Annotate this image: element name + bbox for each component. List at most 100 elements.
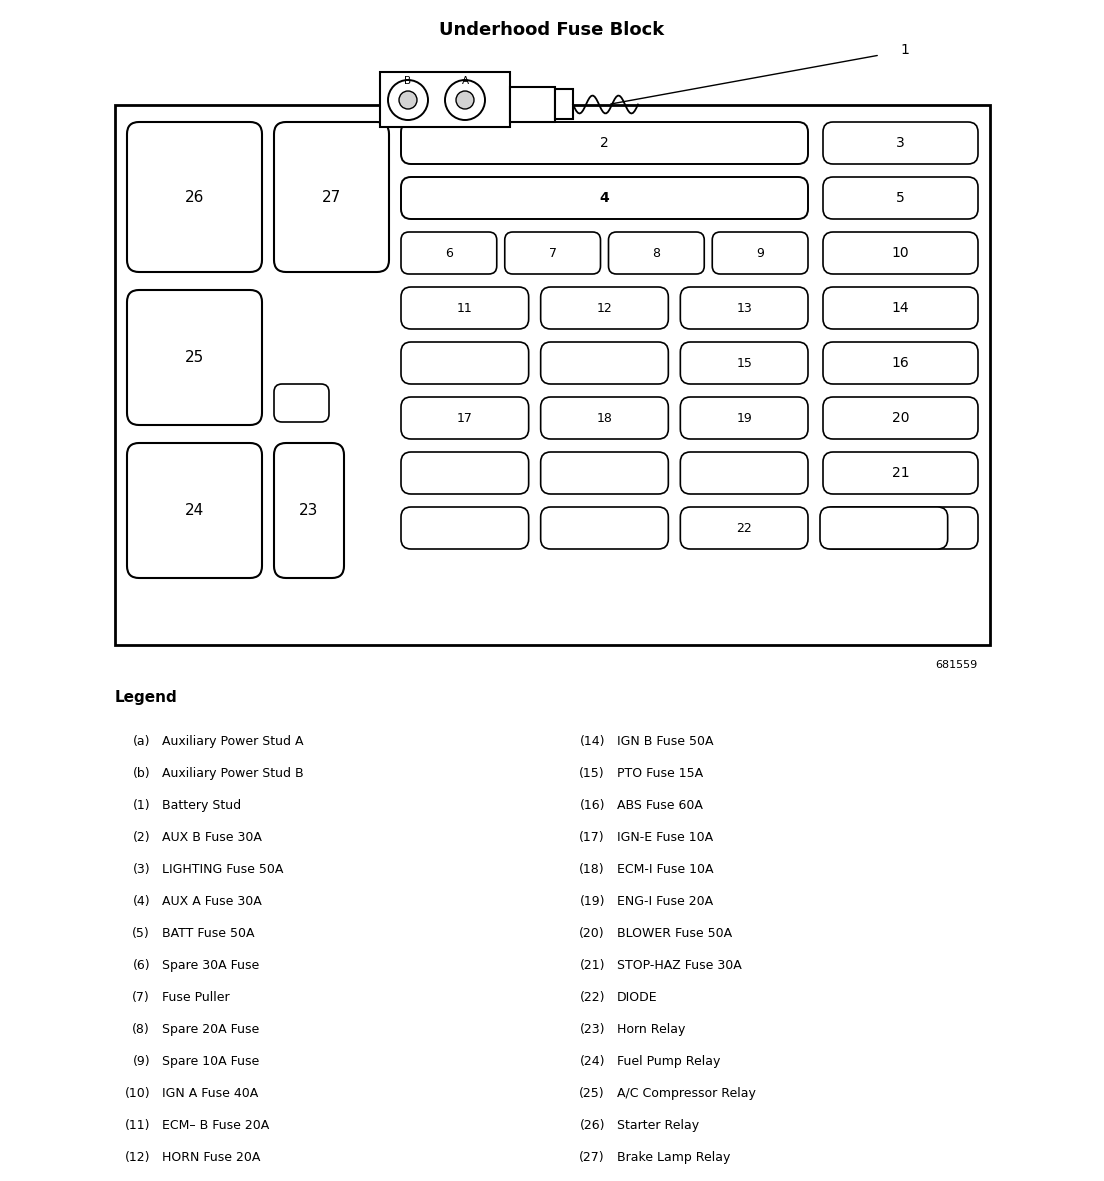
Text: 6: 6 bbox=[445, 247, 453, 260]
Text: Battery Stud: Battery Stud bbox=[162, 800, 241, 813]
Text: STOP-HAZ Fuse 30A: STOP-HAZ Fuse 30A bbox=[617, 959, 742, 972]
Text: (7): (7) bbox=[132, 991, 150, 1004]
Text: (a): (a) bbox=[132, 735, 150, 748]
Text: (4): (4) bbox=[132, 895, 150, 908]
Text: 24: 24 bbox=[184, 503, 204, 518]
FancyBboxPatch shape bbox=[401, 342, 529, 384]
Circle shape bbox=[445, 80, 485, 120]
FancyBboxPatch shape bbox=[541, 507, 668, 549]
FancyBboxPatch shape bbox=[274, 384, 329, 422]
Text: 25: 25 bbox=[184, 350, 204, 365]
Text: IGN A Fuse 40A: IGN A Fuse 40A bbox=[162, 1087, 258, 1100]
FancyBboxPatch shape bbox=[401, 231, 497, 274]
Text: (19): (19) bbox=[580, 895, 605, 908]
FancyBboxPatch shape bbox=[274, 122, 389, 272]
Text: 18: 18 bbox=[596, 411, 613, 424]
FancyBboxPatch shape bbox=[680, 397, 808, 439]
FancyBboxPatch shape bbox=[127, 122, 262, 272]
Text: AUX B Fuse 30A: AUX B Fuse 30A bbox=[162, 831, 262, 844]
Text: (b): (b) bbox=[132, 766, 150, 779]
Text: (8): (8) bbox=[132, 1023, 150, 1036]
FancyBboxPatch shape bbox=[274, 443, 344, 578]
Text: ECM– B Fuse 20A: ECM– B Fuse 20A bbox=[162, 1120, 269, 1133]
Text: 5: 5 bbox=[896, 191, 905, 205]
Text: BLOWER Fuse 50A: BLOWER Fuse 50A bbox=[617, 927, 732, 940]
Text: 10: 10 bbox=[892, 246, 910, 260]
Text: Spare 30A Fuse: Spare 30A Fuse bbox=[162, 959, 259, 972]
Text: (18): (18) bbox=[580, 863, 605, 876]
Text: 1: 1 bbox=[901, 43, 910, 57]
Text: Legend: Legend bbox=[115, 690, 178, 705]
Text: (15): (15) bbox=[580, 766, 605, 779]
FancyBboxPatch shape bbox=[541, 397, 668, 439]
Text: 8: 8 bbox=[652, 247, 660, 260]
FancyBboxPatch shape bbox=[680, 507, 808, 549]
Text: (14): (14) bbox=[580, 735, 605, 748]
FancyBboxPatch shape bbox=[127, 291, 262, 425]
Text: PTO Fuse 15A: PTO Fuse 15A bbox=[617, 766, 703, 779]
FancyBboxPatch shape bbox=[712, 231, 808, 274]
Text: (16): (16) bbox=[580, 800, 605, 813]
Text: (3): (3) bbox=[132, 863, 150, 876]
Text: Auxiliary Power Stud A: Auxiliary Power Stud A bbox=[162, 735, 304, 748]
Text: (9): (9) bbox=[132, 1055, 150, 1068]
FancyBboxPatch shape bbox=[822, 177, 978, 218]
Text: DIODE: DIODE bbox=[617, 991, 658, 1004]
Text: 15: 15 bbox=[736, 357, 752, 370]
FancyBboxPatch shape bbox=[822, 122, 978, 164]
FancyBboxPatch shape bbox=[822, 231, 978, 274]
FancyBboxPatch shape bbox=[401, 287, 529, 329]
Text: 17: 17 bbox=[457, 411, 473, 424]
Text: A/C Compressor Relay: A/C Compressor Relay bbox=[617, 1087, 756, 1100]
FancyBboxPatch shape bbox=[401, 452, 529, 494]
Text: 22: 22 bbox=[736, 522, 752, 535]
Text: A: A bbox=[461, 76, 468, 86]
FancyBboxPatch shape bbox=[541, 287, 668, 329]
FancyBboxPatch shape bbox=[680, 287, 808, 329]
Text: 4: 4 bbox=[599, 191, 609, 205]
Text: AUX A Fuse 30A: AUX A Fuse 30A bbox=[162, 895, 262, 908]
Bar bbox=[115, 105, 990, 645]
FancyBboxPatch shape bbox=[127, 443, 262, 578]
FancyBboxPatch shape bbox=[541, 342, 668, 384]
Text: 20: 20 bbox=[892, 411, 910, 425]
Text: (6): (6) bbox=[132, 959, 150, 972]
Text: 13: 13 bbox=[736, 301, 752, 314]
Text: (22): (22) bbox=[580, 991, 605, 1004]
FancyBboxPatch shape bbox=[822, 342, 978, 384]
Text: Horn Relay: Horn Relay bbox=[617, 1023, 686, 1036]
Text: (20): (20) bbox=[580, 927, 605, 940]
Text: 26: 26 bbox=[184, 189, 204, 204]
Text: Spare 20A Fuse: Spare 20A Fuse bbox=[162, 1023, 259, 1036]
Text: ABS Fuse 60A: ABS Fuse 60A bbox=[617, 800, 703, 813]
Bar bbox=[555, 89, 573, 119]
Text: 9: 9 bbox=[756, 247, 764, 260]
Circle shape bbox=[456, 91, 474, 109]
Text: LIGHTING Fuse 50A: LIGHTING Fuse 50A bbox=[162, 863, 284, 876]
Text: 16: 16 bbox=[892, 355, 910, 370]
Text: (27): (27) bbox=[580, 1151, 605, 1164]
Text: Fuse Puller: Fuse Puller bbox=[162, 991, 230, 1004]
Text: (2): (2) bbox=[132, 831, 150, 844]
FancyBboxPatch shape bbox=[505, 231, 601, 274]
FancyBboxPatch shape bbox=[822, 397, 978, 439]
Text: HORN Fuse 20A: HORN Fuse 20A bbox=[162, 1151, 261, 1164]
FancyBboxPatch shape bbox=[680, 452, 808, 494]
Text: Underhood Fuse Block: Underhood Fuse Block bbox=[439, 21, 665, 39]
FancyBboxPatch shape bbox=[401, 507, 529, 549]
Text: IGN B Fuse 50A: IGN B Fuse 50A bbox=[617, 735, 713, 748]
Text: 14: 14 bbox=[892, 301, 910, 315]
Text: ENG-I Fuse 20A: ENG-I Fuse 20A bbox=[617, 895, 713, 908]
Text: Starter Relay: Starter Relay bbox=[617, 1120, 699, 1133]
Text: 11: 11 bbox=[457, 301, 473, 314]
Text: 19: 19 bbox=[736, 411, 752, 424]
Text: (24): (24) bbox=[580, 1055, 605, 1068]
Text: 2: 2 bbox=[601, 136, 609, 150]
FancyBboxPatch shape bbox=[822, 287, 978, 329]
FancyBboxPatch shape bbox=[680, 342, 808, 384]
Bar bbox=[510, 87, 555, 122]
Text: Fuel Pump Relay: Fuel Pump Relay bbox=[617, 1055, 721, 1068]
Text: (21): (21) bbox=[580, 959, 605, 972]
Text: 21: 21 bbox=[892, 466, 910, 479]
Text: (10): (10) bbox=[125, 1087, 150, 1100]
